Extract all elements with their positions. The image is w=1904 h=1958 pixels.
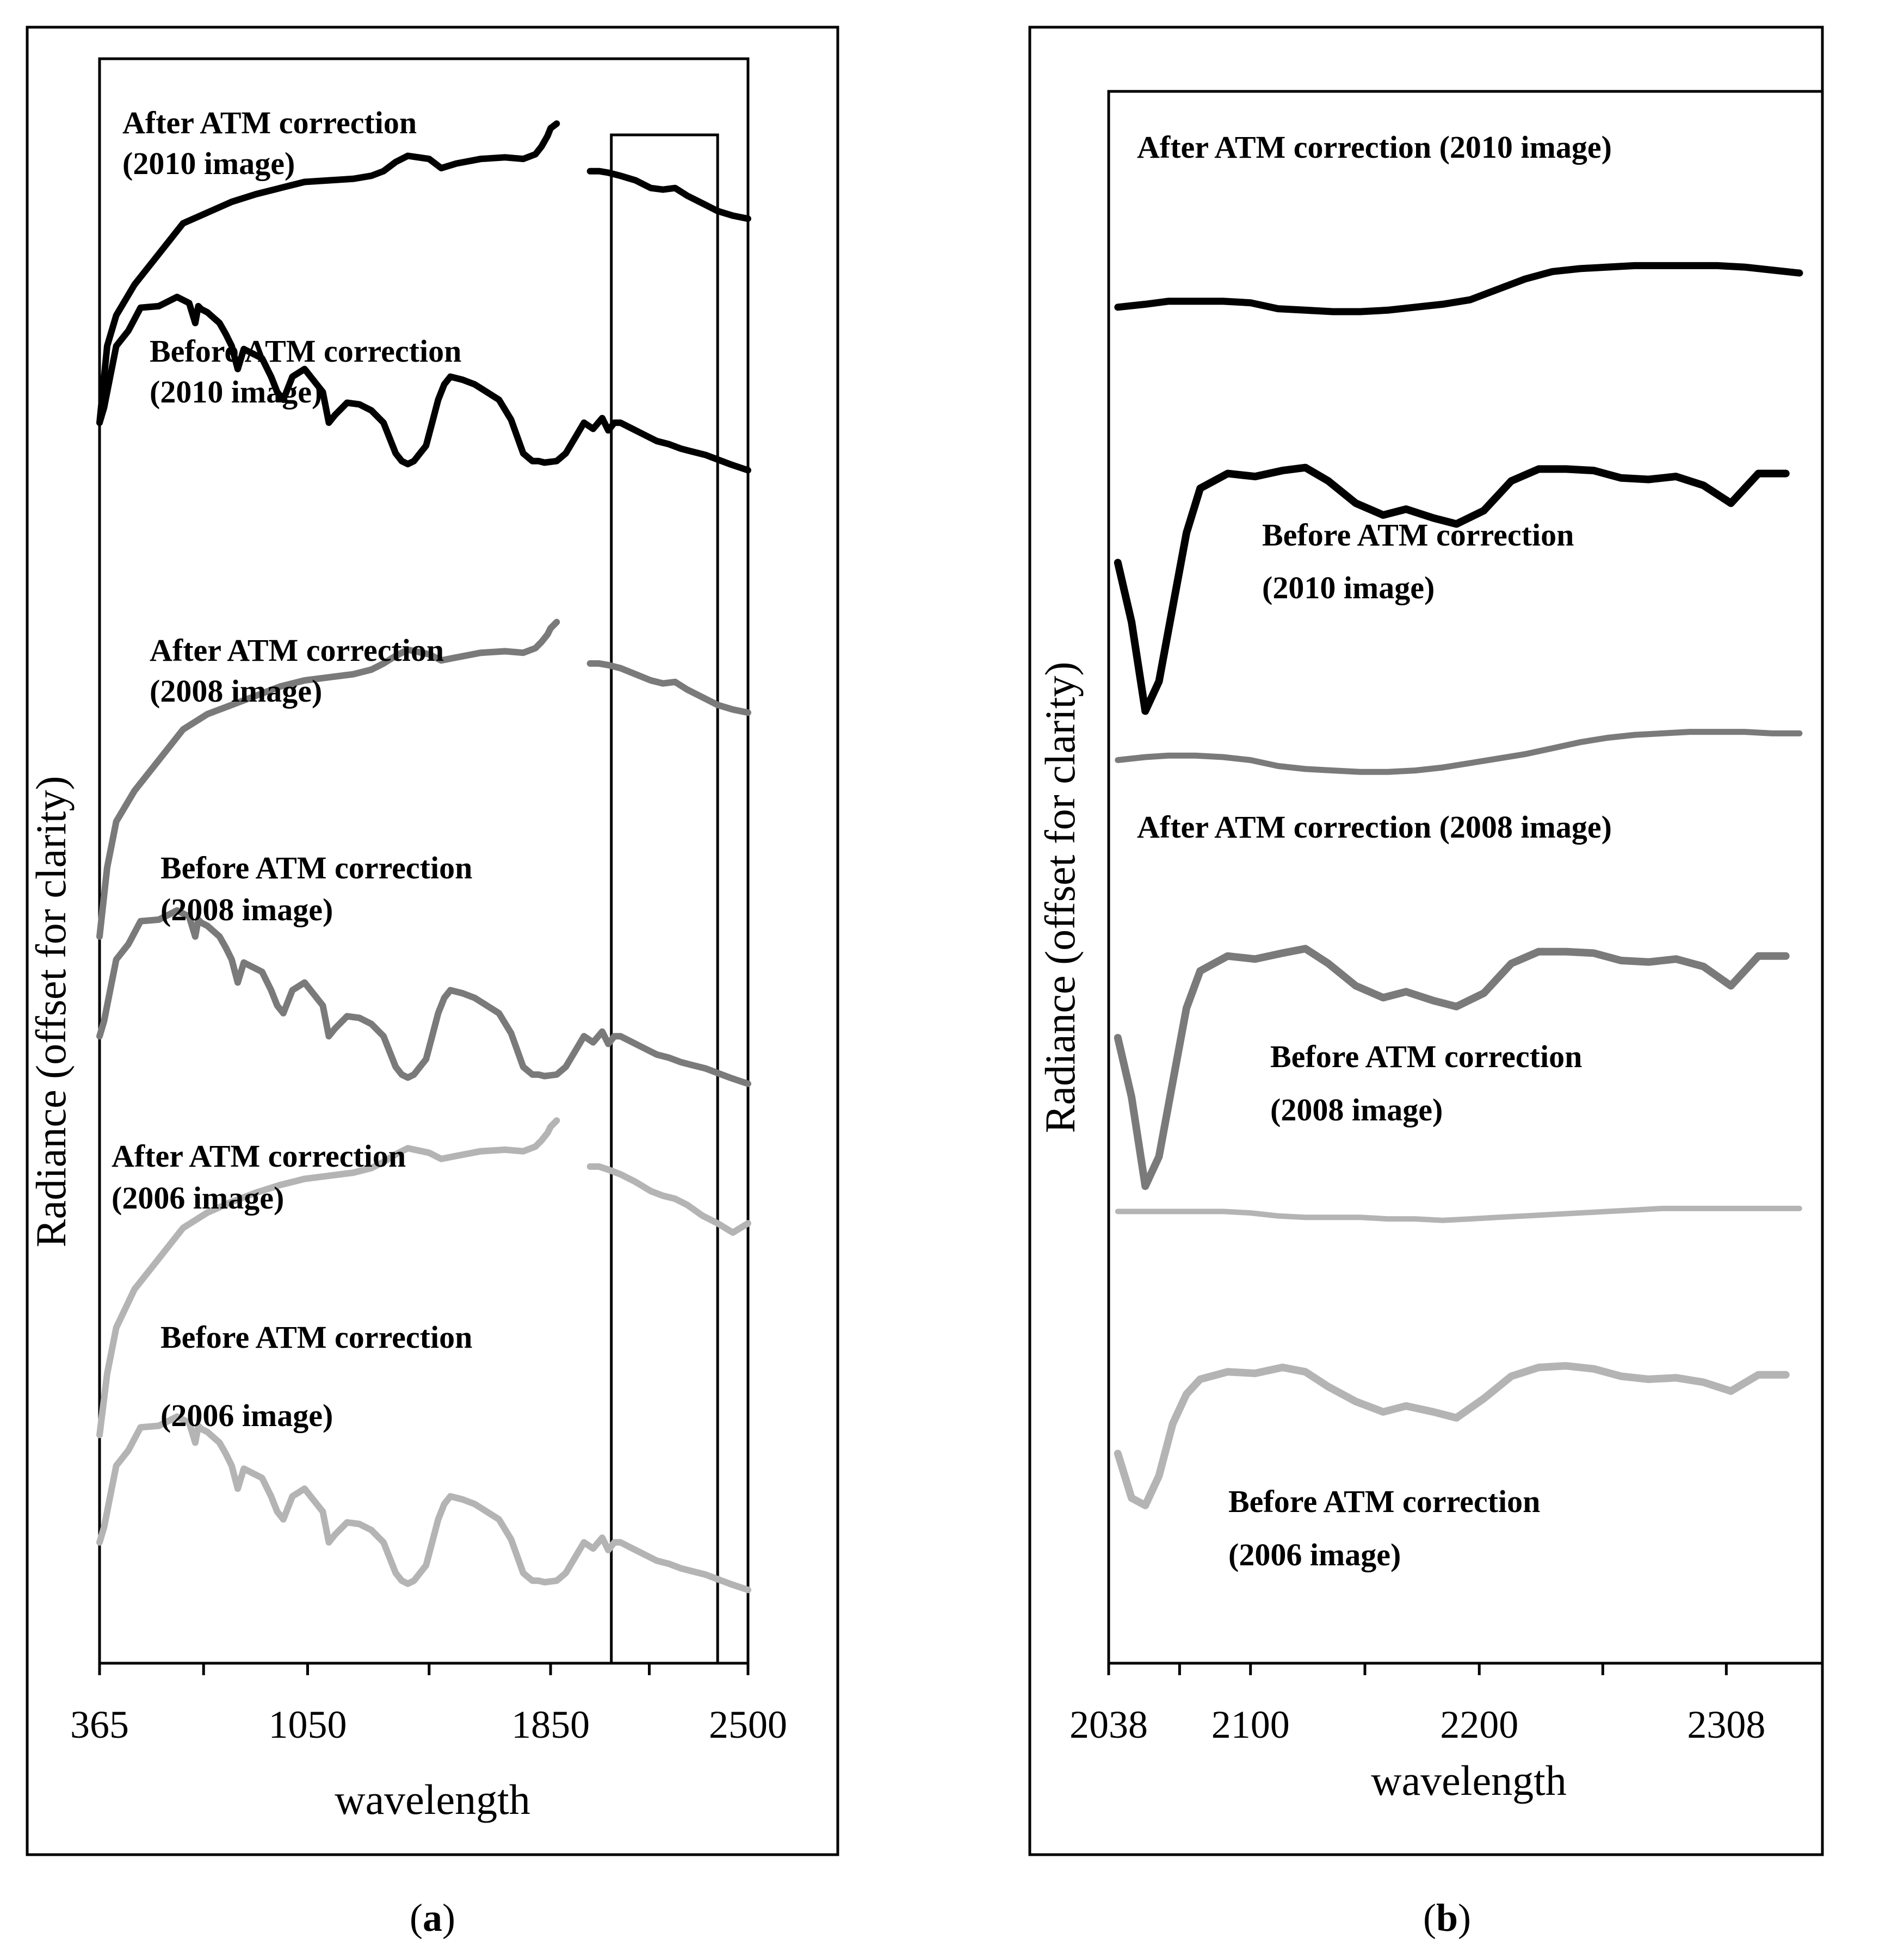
series-before-atm-correction-2010-image xyxy=(96,294,751,474)
x-tick-label: 2308 xyxy=(1687,1703,1765,1746)
y-axis-label: Radiance (offset for clarity) xyxy=(27,776,75,1248)
panel-a-caption: (a) xyxy=(410,1896,455,1940)
x-tick-label: 2038 xyxy=(1070,1703,1148,1746)
panel-b-series xyxy=(1114,262,1803,1509)
annotation-before-2008: Before ATM correction xyxy=(160,850,472,885)
annotation-before-2008-year: (2008 image) xyxy=(1270,1092,1443,1127)
panel-b-caption-letter: b xyxy=(1436,1896,1458,1940)
panel-a-caption-letter: a xyxy=(423,1896,442,1940)
panel-a-plot-frame xyxy=(98,57,750,1665)
annotation-before-2010-year: (2010 image) xyxy=(1262,570,1435,605)
panel-b-ticks: 2038 2100 2200 2308 xyxy=(1070,1663,1765,1746)
y-axis-label: Radiance (offset for clarity) xyxy=(1036,662,1084,1133)
panel-a-series xyxy=(96,120,751,1594)
annotation-after-2006-year: (2006 image) xyxy=(112,1180,284,1216)
x-tick-label: 2100 xyxy=(1211,1703,1290,1746)
x-tick-label: 1050 xyxy=(268,1703,347,1746)
series-after-atm-correction-2010-image xyxy=(96,120,751,426)
annotation-after-2006: After ATM correction xyxy=(112,1138,406,1174)
annotation-before-2010: Before ATM correction xyxy=(1262,517,1574,553)
series-before-atm-correction-2008-image xyxy=(1114,945,1790,1190)
series-after-atm-correction-2008-image xyxy=(96,618,751,940)
series-before-atm-correction-2010-image xyxy=(1114,463,1790,715)
annotation-before-2008: Before ATM correction xyxy=(1270,1039,1582,1074)
annotation-before-2006-year: (2006 image) xyxy=(1228,1537,1401,1572)
panel-b-plot-frame xyxy=(1107,90,1824,1665)
series-after-atm-correction-2006-image xyxy=(96,1117,751,1439)
annotation-before-2010-year: (2010 image) xyxy=(150,374,322,410)
series-after-atm-correction-2010-image xyxy=(1114,262,1803,315)
series-after-atm-correction-2008-image xyxy=(1115,729,1803,775)
series-before-atm-correction-2006-image xyxy=(1114,1362,1790,1509)
highlight-box xyxy=(610,133,719,1665)
annotation-after-2008: After ATM correction (2008 image) xyxy=(1137,809,1612,845)
annotation-after-2010: After ATM correction xyxy=(122,105,417,140)
annotation-after-2008: After ATM correction xyxy=(150,633,444,668)
series-after-atm-correction-2006-image xyxy=(1115,1205,1802,1223)
panel-a-ticks: 365 1050 1850 2500 xyxy=(70,1663,787,1746)
annotation-after-2010: After ATM correction (2010 image) xyxy=(1137,129,1612,165)
x-tick-label: 365 xyxy=(70,1703,129,1746)
annotation-before-2006-year: (2006 image) xyxy=(160,1398,333,1433)
x-tick-label: 1850 xyxy=(511,1703,590,1746)
series-before-atm-correction-2006-image xyxy=(96,1413,751,1594)
annotation-after-2008-year: (2008 image) xyxy=(150,673,322,709)
annotation-before-2006: Before ATM correction xyxy=(1228,1484,1540,1519)
panel-a-outer-frame xyxy=(26,26,839,1856)
x-axis-label: wavelength xyxy=(1371,1757,1567,1804)
annotation-before-2006: Before ATM correction xyxy=(160,1319,472,1355)
panel-a: 365 1050 1850 2500 Radiance (offset for cla… xyxy=(26,26,839,1940)
x-tick-label: 2500 xyxy=(709,1703,787,1746)
annotation-before-2008-year: (2008 image) xyxy=(160,892,333,927)
annotation-before-2010: Before ATM correction xyxy=(150,333,461,369)
x-axis-label: wavelength xyxy=(335,1776,530,1823)
x-tick-label: 2200 xyxy=(1440,1703,1518,1746)
annotation-after-2010-year: (2010 image) xyxy=(122,146,295,181)
panel-b: 2038 2100 2200 2308 Radiance (offset for cl… xyxy=(1028,26,1824,1940)
series-before-atm-correction-2008-image xyxy=(96,907,751,1087)
panel-b-caption: (b) xyxy=(1423,1896,1471,1940)
